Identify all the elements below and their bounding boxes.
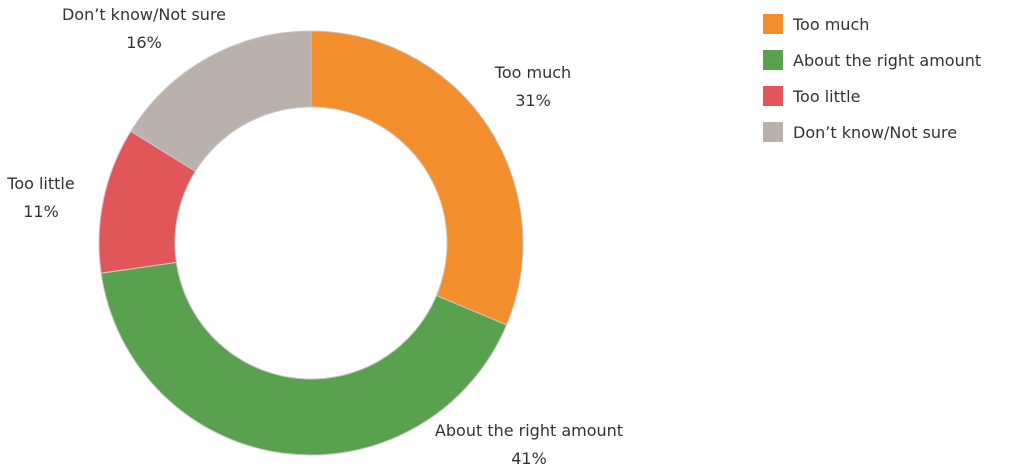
legend-swatch-too-little: [763, 86, 783, 106]
slice-label-too-little: Too little: [6, 174, 74, 193]
legend-label-about-the-right-amount: About the right amount: [793, 50, 982, 70]
legend: Too much About the right amount Too litt…: [763, 12, 981, 156]
slice-labels: Too much 31% About the right amount 41% Too …: [6, 5, 623, 468]
legend-item-about-the-right-amount[interactable]: About the right amount: [763, 48, 981, 72]
legend-item-dont-know-not-sure[interactable]: Don’t know/Not sure: [763, 120, 981, 144]
legend-item-too-much[interactable]: Too much: [763, 12, 981, 36]
slice-label-dont-know-not-sure: Don’t know/Not sure: [62, 5, 226, 24]
legend-item-too-little[interactable]: Too little: [763, 84, 981, 108]
legend-label-too-much: Too much: [793, 14, 870, 34]
donut-slices: [98, 30, 524, 456]
legend-swatch-about-the-right-amount: [763, 50, 783, 70]
donut-hole: [174, 106, 448, 380]
slice-label-about-the-right-amount: About the right amount: [435, 421, 623, 440]
legend-label-too-little: Too little: [793, 86, 861, 106]
legend-swatch-dont-know-not-sure: [763, 122, 783, 142]
slice-value-too-much: 31%: [515, 91, 551, 110]
legend-label-dont-know-not-sure: Don’t know/Not sure: [793, 122, 958, 142]
slice-label-too-much: Too much: [494, 63, 571, 82]
slice-value-too-little: 11%: [23, 202, 59, 221]
slice-value-about-the-right-amount: 41%: [511, 449, 547, 468]
slice-value-dont-know-not-sure: 16%: [126, 33, 162, 52]
legend-swatch-too-much: [763, 14, 783, 34]
